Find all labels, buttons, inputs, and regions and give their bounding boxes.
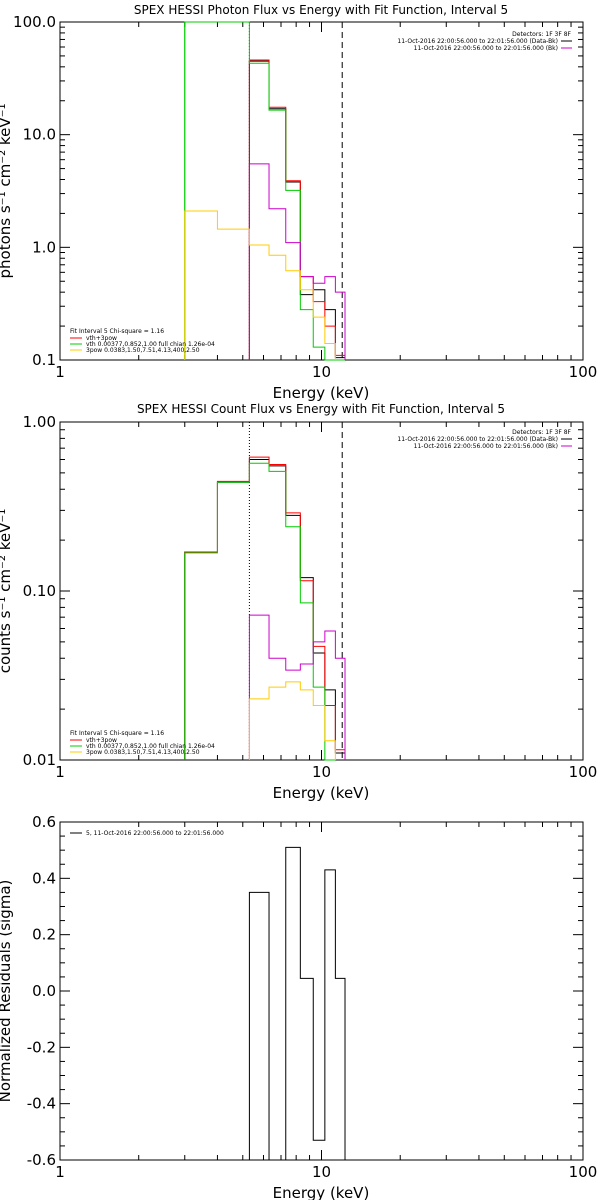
count-reference-lines: [248, 422, 343, 760]
series-line: [248, 163, 346, 360]
legend-text: 11-Oct-2016 22:00:56.000 to 22:01:56.000…: [414, 443, 558, 450]
legend-text: vth 0.00377,0.852,1.00 full chian 1.26e-…: [86, 341, 215, 348]
legend-text: Fit Interval 5 Chi-square = 1.16: [70, 328, 164, 335]
legend-text: 11-Oct-2016 22:00:56.000 to 22:01:56.000…: [414, 45, 558, 52]
y-tick-label: 0.1: [32, 351, 56, 369]
x-tick-label: 100: [569, 363, 598, 381]
residuals-ticks: 1 10 100 -0.6 -0.4 -0.2 0.0 0.2 0.4 0.6: [27, 813, 598, 1181]
count-x-axis-label: Energy (keV): [273, 784, 370, 802]
x-tick-label: 10: [312, 1163, 331, 1181]
photon-y-axis-label: photons s⁻¹ cm⁻² keV⁻¹: [0, 104, 14, 279]
count-plot-frame: [59, 421, 584, 761]
panel-count-flux: SPEX HESSI Count Flux vs Energy with Fit…: [0, 402, 597, 802]
series-line: [248, 59, 346, 360]
residuals-plot-frame: [59, 821, 584, 1161]
count-legend-bottom-left: Fit Interval 5 Chi-square = 1.16 vth+3po…: [70, 730, 215, 756]
series-line: [184, 210, 336, 360]
photon-series: [184, 21, 346, 361]
y-tick-label: 0.4: [32, 869, 56, 887]
x-tick-label: 1: [55, 1163, 65, 1181]
photon-legend-bottom-left: Fit Interval 5 Chi-square = 1.16 vth+3po…: [70, 328, 215, 354]
legend-text: Fit Interval 5 Chi-square = 1.16: [70, 730, 164, 737]
photon-legend-top-right: Detectors: 1F 3F 8F 11-Oct-2016 22:00:56…: [397, 31, 572, 52]
count-chart-title: SPEX HESSI Count Flux vs Energy with Fit…: [137, 402, 505, 416]
legend-text: Detectors: 1F 3F 8F: [512, 31, 571, 38]
legend-text: 11-Oct-2016 22:00:56.000 to 22:01:56.000…: [397, 436, 558, 443]
legend-text: 5, 11-Oct-2016 22:00:56.000 to 22:01:56.…: [86, 830, 224, 837]
x-tick-label: 100: [569, 1163, 598, 1181]
y-tick-label: 0.10: [23, 582, 56, 600]
legend-text: 3pow 0.0383,1.50,7.51,4.13,400,2.50: [86, 347, 200, 354]
y-tick-label: 1.0: [32, 238, 56, 256]
series-line: [248, 846, 346, 1161]
legend-text: vth+3pow: [86, 737, 117, 744]
series-line: [248, 681, 336, 760]
y-tick-label: -0.2: [27, 1038, 56, 1056]
x-tick-label: 100: [569, 763, 598, 781]
photon-ticks: 1 10 100 0.1 1.0 10.0 100.0: [13, 13, 597, 381]
x-tick-label: 10: [312, 763, 331, 781]
series-line: [184, 456, 346, 760]
legend-text: vth+3pow: [86, 335, 117, 342]
y-tick-label: 1.00: [23, 413, 56, 431]
panel-residuals: Energy (keV) Normalized Residuals (sigma…: [0, 813, 597, 1200]
series-line: [184, 458, 346, 760]
count-y-axis-label: counts s⁻¹ cm⁻² keV⁻¹: [0, 509, 14, 674]
y-tick-label: 0.01: [23, 751, 56, 769]
y-tick-label: -0.4: [27, 1095, 56, 1113]
panel-photon-flux: SPEX HESSI Photon Flux vs Energy with Fi…: [0, 3, 597, 402]
legend-text: Detectors: 1F 3F 8F: [512, 429, 571, 436]
legend-text: 3pow 0.0383,1.50,7.51,4.13,400,2.50: [86, 749, 200, 756]
y-tick-label: -0.6: [27, 1151, 56, 1169]
count-ticks: 1 10 100 0.01 0.10 1.00: [23, 413, 598, 781]
x-tick-label: 10: [312, 363, 331, 381]
y-tick-label: 0.6: [32, 813, 56, 831]
series-line: [184, 21, 346, 361]
photon-plot-frame: [59, 21, 584, 361]
count-legend-top-right: Detectors: 1F 3F 8F 11-Oct-2016 22:00:56…: [397, 429, 572, 450]
residuals-y-axis-label: Normalized Residuals (sigma): [0, 880, 14, 1103]
photon-x-axis-label: Energy (keV): [273, 384, 370, 402]
legend-text: 11-Oct-2016 22:00:56.000 to 22:01:56.000…: [397, 38, 558, 45]
residuals-series: [248, 846, 346, 1161]
series-line: [248, 614, 346, 760]
photon-chart-title: SPEX HESSI Photon Flux vs Energy with Fi…: [134, 3, 508, 17]
series-line: [184, 462, 336, 761]
y-tick-label: 10.0: [23, 126, 56, 144]
series-line: [248, 60, 346, 360]
photon-reference-lines: [184, 22, 343, 360]
residuals-x-axis-label: Energy (keV): [273, 1184, 370, 1200]
y-tick-label: 100.0: [13, 13, 56, 31]
y-tick-label: 0.2: [32, 926, 56, 944]
count-series: [184, 456, 346, 761]
y-tick-label: 0.0: [32, 982, 56, 1000]
x-tick-label: 1: [55, 363, 65, 381]
residuals-legend: 5, 11-Oct-2016 22:00:56.000 to 22:01:56.…: [70, 830, 224, 837]
x-tick-label: 1: [55, 763, 65, 781]
legend-text: vth 0.00377,0.852,1.00 full chian 1.26e-…: [86, 743, 215, 750]
